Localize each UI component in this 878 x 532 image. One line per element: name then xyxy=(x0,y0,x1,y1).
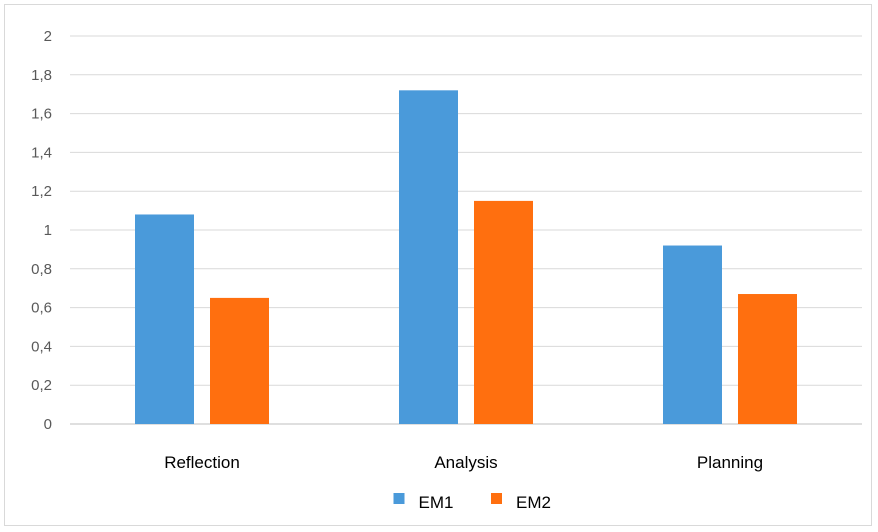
legend-label-em1: EM1 xyxy=(419,493,454,512)
legend: EM1 EM2 xyxy=(393,493,551,512)
bar-em1-planning xyxy=(663,245,722,424)
bar-em1-analysis xyxy=(399,90,458,424)
legend-swatch-em2 xyxy=(491,493,502,504)
y-tick-label: 1,2 xyxy=(31,183,52,200)
y-tick-label: 0,6 xyxy=(31,300,52,317)
legend-swatch-em1 xyxy=(393,493,405,504)
x-category-label: Reflection xyxy=(164,453,240,472)
legend-label-em2: EM2 xyxy=(516,493,551,512)
y-tick-label: 1,6 xyxy=(31,106,52,123)
x-axis-categories: Reflection Analysis Planning xyxy=(164,453,763,472)
bar-em1-reflection xyxy=(135,214,194,424)
y-tick-label: 1,8 xyxy=(31,67,52,84)
y-tick-label: 1,4 xyxy=(31,144,52,161)
y-axis-ticks: 0 0,2 0,4 0,6 0,8 1 1,2 1,4 1,6 1,8 2 xyxy=(31,28,52,433)
y-tick-label: 0,4 xyxy=(31,338,52,355)
bar-em2-analysis xyxy=(474,200,533,424)
y-tick-label: 2 xyxy=(44,28,52,45)
x-category-label: Analysis xyxy=(434,453,497,472)
bar-em2-planning xyxy=(738,294,797,424)
bar-em2-reflection xyxy=(210,297,269,424)
bars xyxy=(135,90,797,424)
y-tick-label: 0,2 xyxy=(31,377,52,394)
gridlines xyxy=(70,35,862,425)
y-tick-label: 0,8 xyxy=(31,261,52,278)
y-tick-label: 1 xyxy=(44,222,52,239)
x-category-label: Planning xyxy=(697,453,763,472)
y-tick-label: 0 xyxy=(44,416,52,433)
